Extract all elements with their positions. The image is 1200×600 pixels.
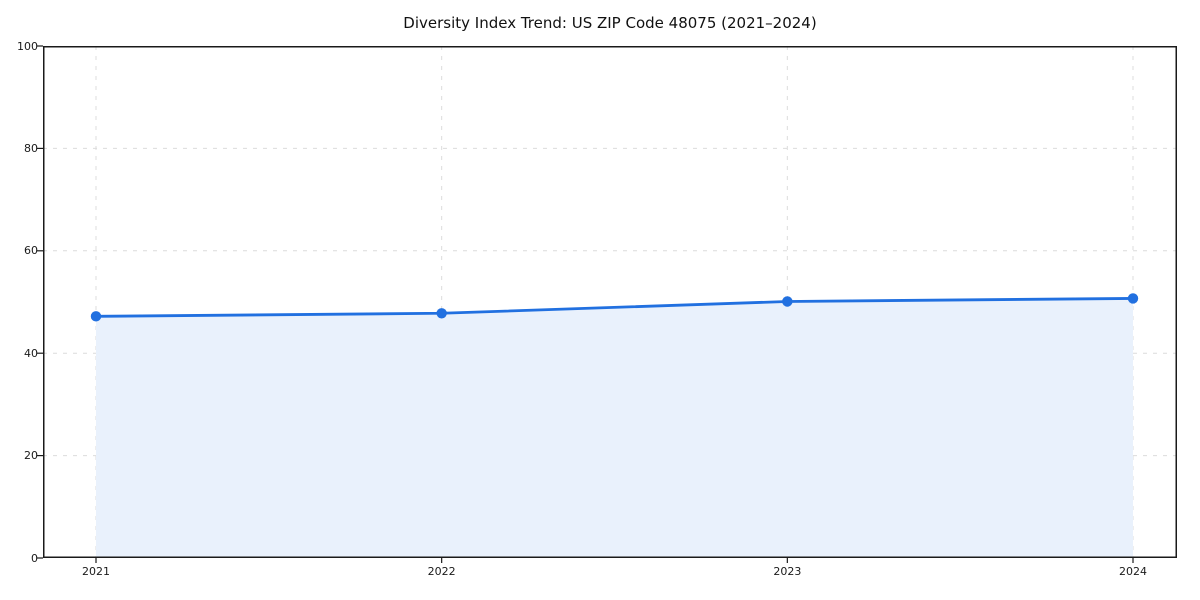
x-tick-label: 2023 — [773, 565, 802, 578]
plot-area — [37, 45, 1177, 563]
x-tick-label: 2024 — [1119, 565, 1147, 578]
x-tick-label: 2021 — [82, 565, 110, 578]
area-fill — [96, 298, 1133, 558]
plot-border — [43, 46, 1177, 558]
data-point — [782, 296, 793, 307]
y-tick-label: 100 — [17, 39, 38, 53]
trend-line — [94, 297, 1135, 318]
data-point — [436, 308, 447, 319]
y-tick-label: 40 — [24, 346, 38, 360]
chart-title: Diversity Index Trend: US ZIP Code 48075… — [403, 14, 817, 32]
data-point — [1127, 293, 1139, 304]
data-point — [90, 311, 102, 322]
x-tick-label: 2022 — [427, 565, 456, 578]
y-tick-label: 60 — [24, 244, 38, 258]
y-tick-label: 20 — [24, 449, 38, 463]
y-tick-label: 80 — [24, 141, 38, 155]
y-tick-label: 0 — [31, 551, 38, 565]
